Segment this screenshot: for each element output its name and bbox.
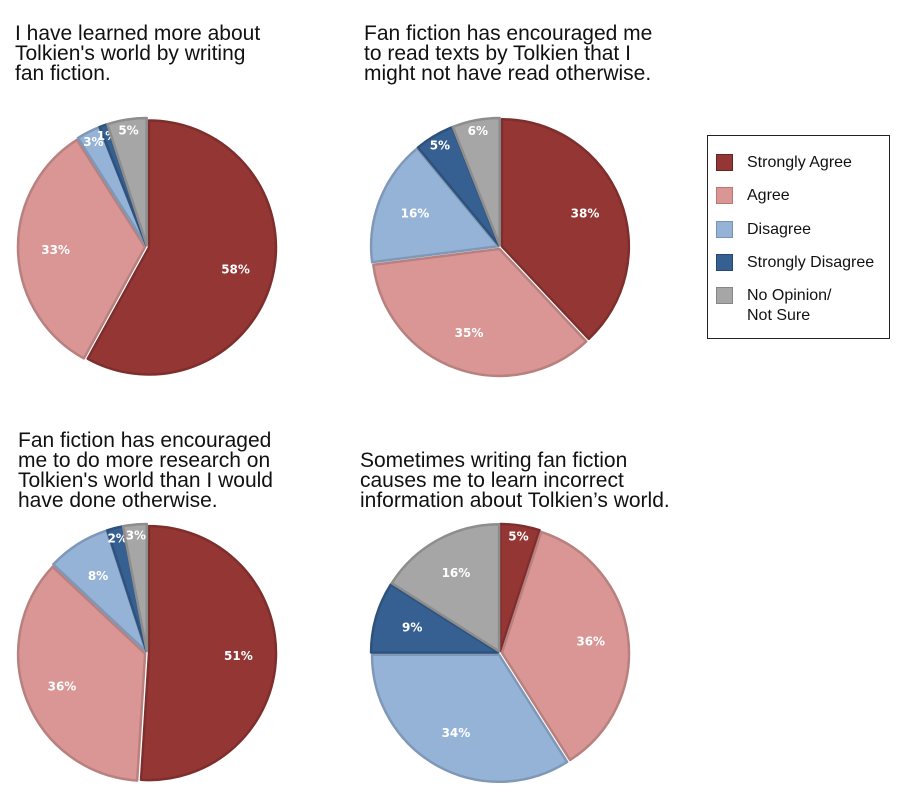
pie-slice-agree (500, 530, 631, 762)
pie-slice-no-opinion (451, 116, 501, 247)
slice-label-no-opinion: 5% (118, 123, 138, 137)
title-line: causes me to learn incorrect (360, 469, 624, 492)
slice-label-disagree: 3% (83, 135, 103, 149)
legend-swatch (716, 154, 733, 171)
slice-label-agree: 35% (455, 326, 484, 340)
slice-label-agree: 36% (576, 635, 605, 649)
chart-2-title: Fan fiction has encouraged me to read te… (364, 22, 653, 85)
title-line: Tolkien's world by writing (15, 42, 246, 65)
chart-1-title: I have learned more about Tolkien's worl… (15, 22, 261, 85)
slice-label-agree: 33% (41, 243, 70, 257)
legend-label-line: Not Sure (747, 307, 811, 324)
pie-chart-4: 5% 36% 34% 9% 16% (369, 522, 631, 783)
chart-4-title: Sometimes writing fan fiction causes me … (360, 449, 670, 512)
pie-slice-strongly-agree (86, 119, 278, 376)
slice-label-strongly-disagree: 5% (430, 138, 450, 152)
pie-chart-1: 58%33%3%1% 5% (16, 116, 278, 376)
pie-chart-3: 51% 36% 8% 2%3% (16, 522, 278, 782)
pie-slice-strongly-agree (499, 522, 541, 653)
legend-swatch (716, 287, 733, 304)
pie-slice-agree (372, 247, 588, 378)
slice-label-no-opinion: 16% (442, 566, 471, 580)
title-line: Fan fiction has encouraged me (364, 22, 653, 45)
legend: Strongly Agree Agree Disagree Strongly D… (707, 135, 890, 339)
pie-slice-disagree (369, 147, 500, 264)
pie-slice-no-opinion (106, 116, 148, 247)
slice-label-agree: 36% (48, 680, 77, 694)
legend-label-line: No Opinion/ (747, 287, 832, 304)
legend-label: Strongly Disagree (747, 254, 875, 271)
pie-slice-strongly-agree (139, 524, 278, 782)
title-line: information about Tolkien’s world. (360, 489, 670, 512)
title-line: Sometimes writing fan fiction (360, 449, 628, 472)
title-line: have done otherwise. (18, 489, 218, 512)
slice-label-strongly-disagree: 2% (107, 532, 127, 546)
slice-label-strongly-agree: 5% (508, 529, 528, 543)
legend-label: Agree (747, 187, 790, 204)
title-line: me to do more research on (18, 449, 271, 472)
slice-label-no-opinion: 6% (468, 124, 488, 138)
pie-chart-2: 38% 35% 16% 5% 6% (369, 116, 631, 378)
slice-label-strongly-agree: 58% (221, 263, 250, 277)
legend-swatch (716, 254, 733, 271)
slice-label-strongly-disagree: 9% (402, 620, 422, 634)
title-line: Tolkien's world than I would (18, 469, 273, 492)
slice-label-disagree: 34% (442, 726, 471, 740)
title-line: to read texts by Tolkien that I (364, 42, 631, 65)
legend-label: No Opinion/ Not Sure (747, 286, 832, 326)
legend-swatch (716, 187, 733, 204)
legend-swatch (716, 221, 733, 238)
title-line: fan fiction. (15, 62, 111, 85)
pie-slice-agree (16, 138, 147, 360)
legend-label: Strongly Agree (747, 154, 852, 171)
pie-slice-strongly-disagree (369, 583, 500, 654)
title-line: Fan fiction has encouraged (18, 429, 272, 452)
pie-slice-disagree (370, 653, 569, 783)
title-line: might not have read otherwise. (364, 62, 652, 85)
title-line: I have learned more about (15, 22, 261, 45)
slice-label-disagree: 16% (401, 206, 430, 220)
chart-3-title: Fan fiction has encouraged me to do more… (18, 429, 273, 512)
slice-label-no-opinion: 3% (126, 528, 146, 542)
slice-label-strongly-agree: 51% (224, 649, 253, 663)
legend-label: Disagree (747, 221, 812, 238)
slice-label-strongly-agree: 38% (571, 206, 600, 220)
pie-slice-strongly-agree (500, 118, 631, 341)
pie-slice-no-opinion (390, 522, 501, 653)
pie-slice-agree (16, 565, 147, 782)
slice-label-disagree: 8% (88, 569, 108, 583)
pie-slice-no-opinion (121, 522, 149, 653)
